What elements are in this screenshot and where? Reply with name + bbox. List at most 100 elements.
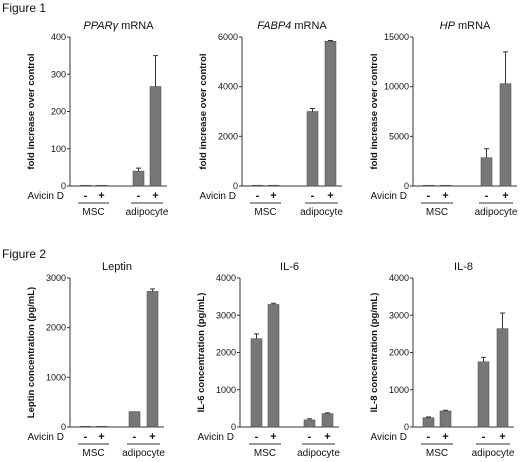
y-axis-label: IL-6 concentration (pg/mL) [196,293,207,413]
chart-title: FABP4 mRNA [257,20,327,32]
chart-title: HP mRNA [440,20,491,32]
y-tick-label: 0 [404,181,409,191]
y-axis-label: fold increase over control [369,53,380,169]
condition-sign: + [98,431,104,443]
condition-sign: - [427,431,431,443]
y-tick-label: 10000 [384,82,409,92]
bar [303,419,316,428]
chart-title-gene: FABP4 [257,20,291,32]
condition-sign: + [270,431,276,443]
y-axis-label: fold increase over control [198,53,209,169]
y-tick-label: 3000 [389,310,409,320]
charts-layer: PPARγ mRNA 0 100 200 300 400 fold increase ove… [26,20,518,459]
bar [128,411,141,428]
bar [251,184,264,187]
condition-sign: + [442,431,448,443]
bar [79,184,92,187]
y-tick-label: 0 [61,422,66,432]
condition-sign: + [327,190,333,202]
y-tick-label: 3000 [46,273,66,283]
bar [149,86,162,187]
group-label: MSC [254,448,276,459]
chart-title-text: IL-6 [280,261,299,273]
condition-sign: + [98,190,104,202]
chart-title: PPARγ mRNA [83,20,154,32]
bar [439,184,452,187]
chart-title-gene: PPARγ [83,20,119,32]
bar [146,291,159,428]
chart-title-gene: HP [440,20,456,32]
y-axis-label: IL-8 concentration (pg/mL) [369,293,380,413]
y-tick-label: 2000 [389,348,409,358]
bar [422,417,435,428]
condition-sign: + [152,190,158,202]
condition-sign: - [255,431,259,443]
group-label: adipocyte [126,207,169,218]
y-tick-label: 300 [51,69,66,79]
bar [306,111,319,187]
y-tick-label: 5000 [389,131,409,141]
condition-sign: - [482,431,486,443]
y-axis-label: fold increase over control [26,53,37,169]
bar [439,410,452,428]
y-tick-label: 2000 [218,131,238,141]
condition-sign: + [502,190,508,202]
bar [267,184,280,187]
y-tick-label: 0 [61,181,66,191]
condition-sign: - [256,190,260,202]
y-tick-label: 0 [404,422,409,432]
condition-sign: - [311,190,315,202]
condition-label: Avicin D [198,432,235,443]
bar [95,184,108,187]
bar [267,304,280,428]
y-tick-label: 4000 [218,82,238,92]
y-tick-label: 3000 [216,310,236,320]
condition-sign: - [133,431,137,443]
group-label: adipocyte [300,207,343,218]
y-tick-label: 400 [51,32,66,42]
chart-title-text: mRNA [118,20,154,32]
y-tick-label: 15000 [384,32,409,42]
bar [499,83,512,187]
condition-sign: - [427,190,431,202]
group-label: MSC [426,448,448,459]
figure-2-label: Figure 2 [2,247,46,261]
condition-label: Avicin D [28,432,65,443]
figure-1-label: Figure 1 [2,1,46,15]
y-axis-label: Leptin concentration (pg/mL) [26,287,37,418]
group-label: adipocyte [472,448,515,459]
condition-sign: + [149,431,155,443]
y-tick-label: 1000 [46,372,66,382]
chart-title-text: mRNA [455,20,491,32]
y-tick-label: 0 [233,181,238,191]
condition-sign: + [270,190,276,202]
chart-title-text: mRNA [291,20,327,32]
group-label: MSC [254,207,276,218]
group-label: adipocyte [297,448,340,459]
condition-sign: - [308,431,312,443]
condition-sign: - [485,190,489,202]
condition-label: Avicin D [371,432,408,443]
group-label: MSC [82,448,104,459]
group-label: MSC [426,207,448,218]
condition-sign: - [84,431,88,443]
chart-title-text: Leptin [102,261,132,273]
chart-title-text: IL-8 [454,261,473,273]
group-label: adipocyte [475,207,518,218]
condition-label: Avicin D [371,191,408,202]
y-tick-label: 2000 [46,323,66,333]
bar [324,40,337,187]
group-label: adipocyte [122,448,165,459]
bar [132,170,145,187]
chart-title: IL-8 [454,261,473,273]
condition-label: Avicin D [28,191,65,202]
group-label: MSC [82,207,104,218]
bar [422,184,435,187]
y-tick-label: 1000 [389,385,409,395]
bar [477,361,490,428]
chart-title: Leptin [102,261,132,273]
bar [79,425,92,428]
bar [321,413,334,428]
y-tick-label: 200 [51,107,66,117]
